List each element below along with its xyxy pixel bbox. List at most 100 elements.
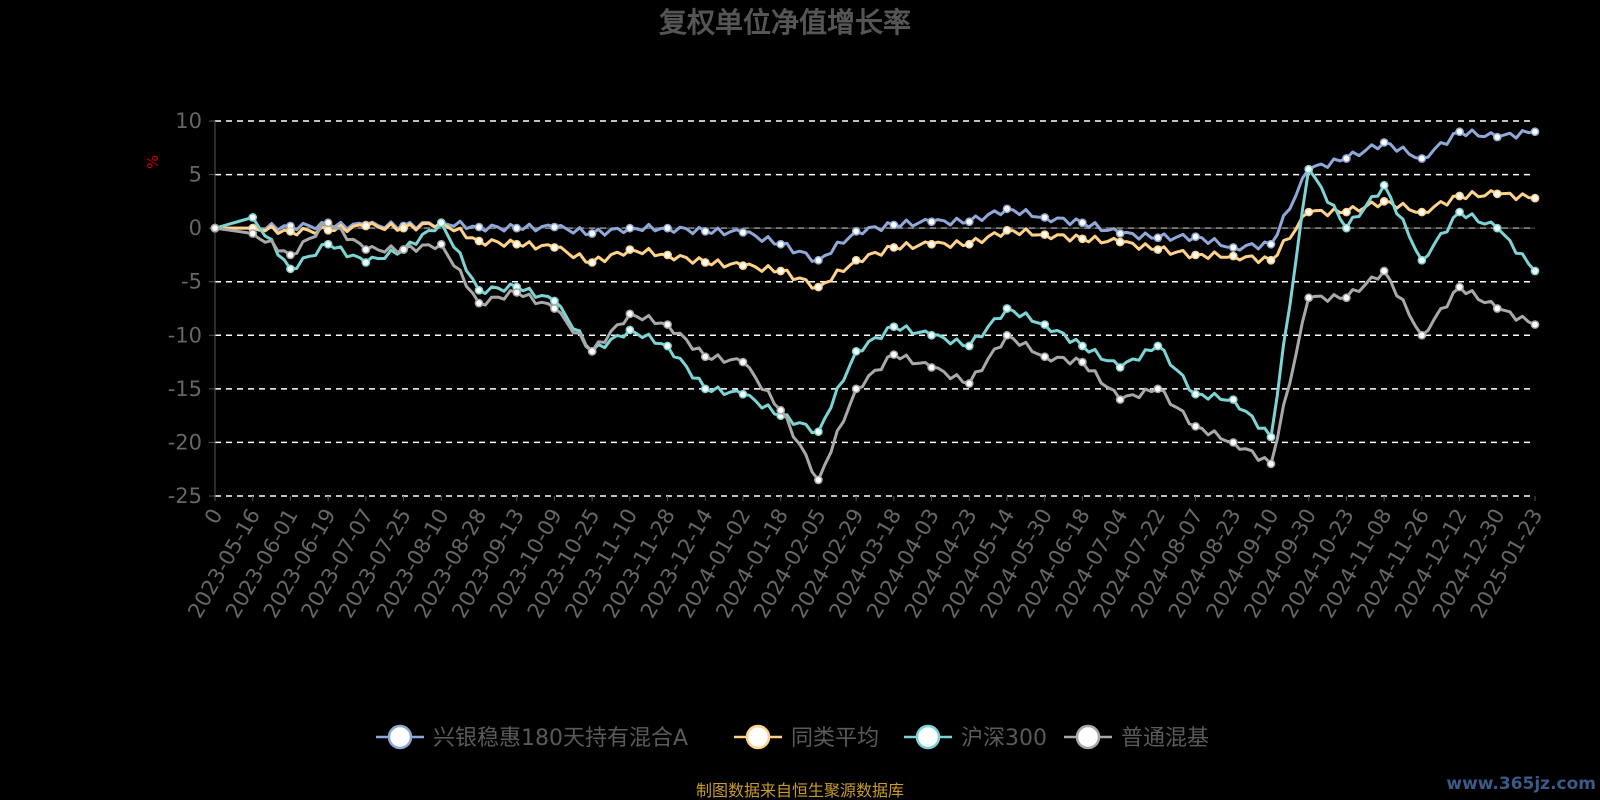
legend-item[interactable]: 兴银稳惠180天持有混合A (376, 724, 688, 751)
y-tick-label: 10 (175, 109, 202, 133)
data-point (964, 239, 974, 249)
data-point (1228, 243, 1238, 252)
data-point (1455, 282, 1464, 292)
data-point (1078, 341, 1087, 351)
series (210, 218, 1540, 485)
data-point (1153, 245, 1163, 254)
series (210, 164, 1540, 442)
data-point (1492, 132, 1502, 142)
data-point (663, 320, 672, 329)
data-point (1266, 459, 1276, 469)
grid-lines (209, 120, 1536, 501)
data-point (1417, 330, 1427, 340)
data-point (851, 347, 861, 356)
series-line (214, 167, 1537, 439)
data-point (1078, 234, 1087, 244)
data-point (964, 217, 974, 227)
series (210, 189, 1540, 292)
data-point (436, 239, 446, 249)
data-point (1228, 438, 1238, 447)
series-line (215, 189, 1536, 290)
data-point (738, 261, 748, 270)
data-point (663, 223, 672, 233)
data-point (1153, 233, 1163, 243)
data-point (1530, 266, 1540, 276)
data-point (1115, 237, 1125, 247)
data-point (550, 243, 559, 252)
data-point (663, 341, 672, 351)
data-point (474, 236, 484, 246)
data-point (927, 363, 936, 372)
data-point (550, 296, 559, 306)
series-line (214, 221, 1536, 482)
data-point (814, 475, 823, 485)
data-point (474, 285, 484, 295)
data-point (1191, 232, 1200, 242)
data-point (361, 258, 371, 267)
data-point (1078, 357, 1087, 367)
data-point (436, 218, 446, 228)
y-tick-label: -25 (168, 484, 202, 508)
data-point (625, 245, 635, 254)
data-point (1002, 304, 1012, 313)
data-point (210, 223, 220, 233)
data-point (587, 229, 597, 238)
legend-label: 同类平均 (791, 726, 879, 751)
data-point (1191, 250, 1200, 260)
data-point (512, 288, 522, 297)
data-point (1342, 154, 1351, 163)
data-point (361, 245, 371, 254)
data-point (814, 282, 823, 292)
y-tick-label: -15 (168, 377, 202, 401)
chart-title: 复权单位净值增长率 (659, 6, 911, 39)
data-point (738, 357, 748, 367)
data-point (1266, 255, 1276, 265)
legend-item[interactable]: 沪深300 (904, 724, 1047, 751)
data-point (1530, 320, 1540, 329)
data-point (625, 223, 635, 233)
data-point (738, 228, 748, 237)
data-point (700, 352, 710, 362)
data-point (700, 227, 710, 236)
watermark-text: www.365jz.com (1446, 774, 1596, 794)
data-point (814, 255, 823, 265)
legend-item[interactable]: 普通混基 (1064, 724, 1209, 751)
data-point (1115, 229, 1125, 238)
data-point (587, 347, 597, 356)
data-point (1379, 197, 1389, 206)
series-lines (210, 127, 1540, 485)
data-point (1342, 223, 1351, 233)
data-point (927, 330, 936, 340)
data-point (1078, 218, 1087, 228)
data-point (1040, 352, 1050, 362)
data-point (587, 258, 597, 267)
data-point (474, 222, 484, 232)
y-axis-unit-label: % (144, 155, 162, 169)
data-point (1153, 341, 1163, 351)
data-point (700, 258, 710, 267)
data-point (1228, 395, 1238, 404)
x-tick-label: 0 (200, 505, 227, 529)
data-point (625, 309, 635, 319)
data-point (1379, 138, 1389, 147)
data-point (1002, 225, 1012, 235)
data-point (1228, 251, 1238, 261)
data-point (776, 266, 786, 276)
data-point (1530, 127, 1540, 137)
legend-marker (387, 724, 413, 750)
data-point (700, 384, 710, 394)
y-tick-label: 0 (189, 216, 202, 240)
legend-item[interactable]: 同类平均 (734, 724, 879, 751)
data-point (1191, 422, 1200, 431)
data-point (1379, 180, 1389, 190)
data-point (1455, 207, 1464, 217)
data-point (927, 239, 936, 249)
data-point (1115, 363, 1125, 372)
data-point (964, 379, 974, 388)
data-point (814, 427, 823, 437)
data-point (1002, 204, 1012, 214)
data-point (964, 341, 974, 351)
data-point (512, 223, 522, 233)
legend[interactable]: 兴银稳惠180天持有混合A 同类平均 沪深300 普通混基 (376, 724, 1209, 751)
data-point (512, 239, 522, 249)
